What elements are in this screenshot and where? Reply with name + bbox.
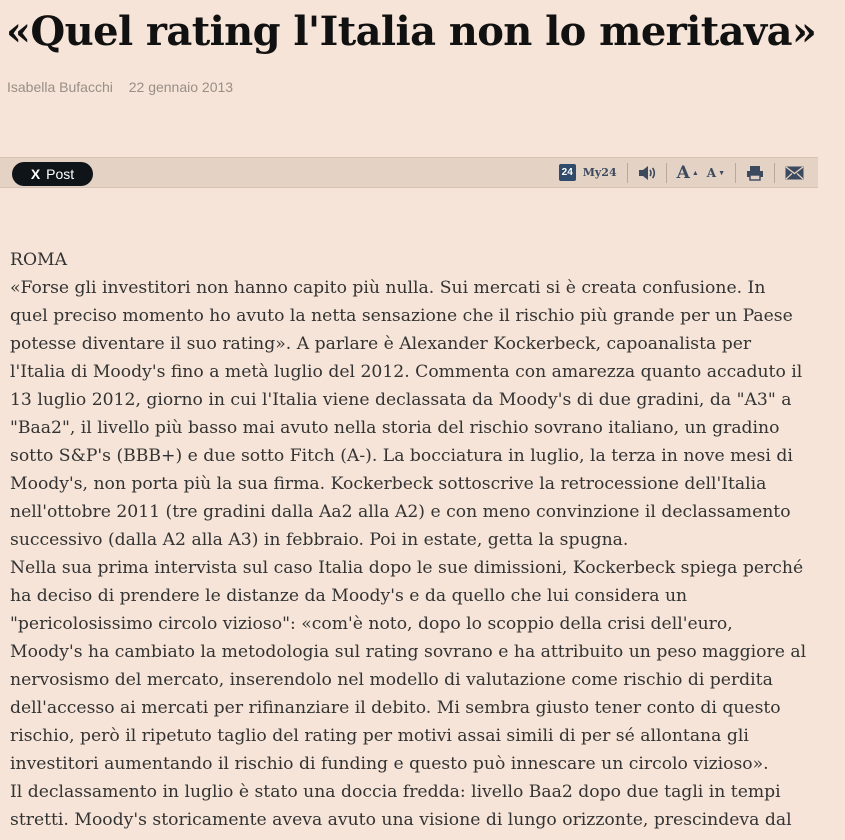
print-button[interactable] [746,158,764,187]
speaker-icon [638,165,655,180]
article-line: 13 luglio 2012, giorno in cui l'Italia v… [10,390,792,410]
author-name[interactable]: Isabella Bufacchi [7,79,113,95]
toolbar-divider [665,162,667,183]
article-line: quel preciso momento ho avuto la netta s… [10,306,793,326]
toolbar-divider [626,162,628,183]
email-icon [785,165,804,179]
my24-button[interactable]: 24 My24 [558,158,617,187]
article-line: nervosismo del mercato, inserendolo nel … [10,670,773,690]
article-line: l'Italia di Moody's fino a metà luglio d… [10,362,803,382]
article-line: ROMA [10,250,68,270]
article-line: «Forse gli investitori non hanno capito … [10,278,766,298]
article-line: Nella sua prima intervista sul caso Ital… [10,558,804,578]
listen-button[interactable] [638,158,656,187]
triangle-up-icon: ▲ [691,168,699,177]
x-post-button[interactable]: X Post [12,162,93,186]
toolbar-divider [735,162,736,183]
toolbar-divider [774,162,775,183]
article-line: nell'ottobre 2011 (tre gradini dalla Aa2… [10,502,791,522]
article-line: successivo (dalla A2 alla A3) in febbrai… [10,530,629,550]
article-line: rischio, però il ripetuto taglio del rat… [10,726,749,746]
article-line: stretti. Moody's storicamente aveva avut… [10,810,792,830]
article-line: investitori aumentando il rischio di fun… [10,754,769,774]
article-line: potesse diventare il suo rating». A parl… [10,334,752,354]
print-icon [747,165,763,181]
font-increase-button[interactable]: A ▲ [677,158,707,187]
font-increase-icon: A [676,162,690,183]
article-toolbar: X Post 24 My24 A ▲ A ▼ [0,157,818,188]
font-decrease-icon: A [706,165,717,180]
article-title: «Quel rating l'Italia non lo meritava» [6,8,817,55]
article-line: sotto S&P's (BBB+) e due sotto Fitch (A-… [10,446,793,466]
x-logo-icon: X [30,166,41,182]
my24-icon: 24 [558,164,576,181]
article-line: "Baa2", il livello più basso mai avuto n… [10,418,780,438]
triangle-down-icon: ▼ [718,168,725,177]
publish-date: 22 gennaio 2013 [128,79,234,95]
font-decrease-button[interactable]: A ▼ [707,158,725,187]
post-label: Post [46,166,75,182]
article-line: ha deciso di prendere le distanze da Moo… [10,586,688,606]
email-button[interactable] [785,158,804,187]
article-line: "pericolosissimo circolo vizioso": «com'… [10,614,733,634]
article-body: ROMA «Forse gli investitori non hanno ca… [10,246,830,834]
my24-label: My24 [582,166,617,179]
article-line: Il declassamento in luglio è stato una d… [10,782,781,802]
byline: Isabella Bufacchi 22 gennaio 2013 [7,79,233,95]
toolbar-tools: 24 My24 A ▲ A ▼ [558,158,804,187]
article-line: Moody's ha cambiato la metodologia sul r… [10,642,807,662]
article-line: dell'accesso ai mercati per rifinanziare… [10,698,781,718]
article-line: Moody's, non porta più la sua firma. Koc… [10,474,767,494]
